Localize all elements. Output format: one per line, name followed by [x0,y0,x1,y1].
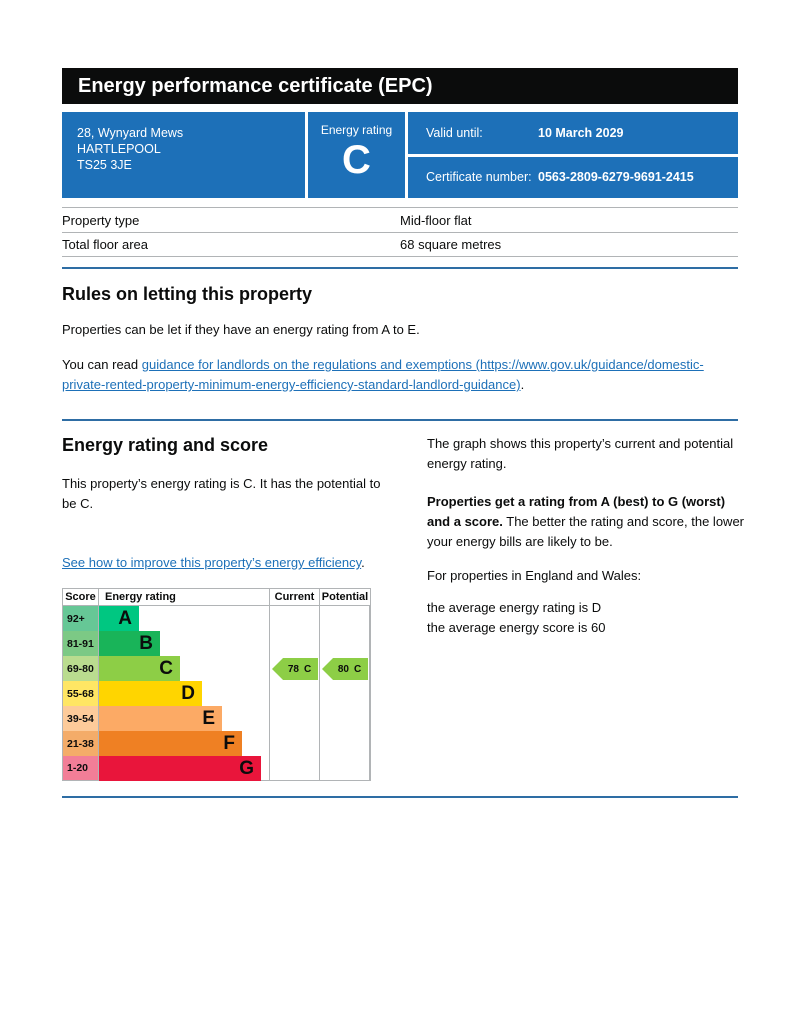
column-header-energy-rating: Energy rating [99,589,270,606]
section-divider [62,267,738,269]
current-cell [270,606,320,631]
certificate-number-value: 0563-2809-6279-9691-2415 [538,170,694,185]
current-cell [270,731,320,756]
chart-grid: Score Energy rating Current Potential 92… [63,589,370,781]
band-bar-cell: D [99,681,270,706]
validity-column: Valid until: 10 March 2029 Certificate n… [408,112,738,198]
improve-suffix: . [361,555,365,570]
table-row: Property type Mid-floor flat [62,207,738,232]
band-bar-a: A [99,606,139,631]
valid-until-row: Valid until: 10 March 2029 [408,112,738,154]
band-bar-cell: A [99,606,270,631]
document-title: Energy performance certificate (EPC) [78,74,433,97]
band-bar-cell: G [99,756,270,781]
band-bar-c: C [99,656,180,681]
current-rating-arrow: 78 C [272,658,318,680]
column-header-score: Score [63,589,99,606]
band-bar-cell: E [99,706,270,731]
potential-cell [320,606,370,631]
property-type-value: Mid-floor flat [400,212,472,228]
current-cell [270,756,320,781]
table-row: Total floor area 68 square metres [62,232,738,257]
section-divider [62,419,738,421]
valid-until-label: Valid until: [426,125,483,140]
potential-cell [320,731,370,756]
band-score-cell: 1-20 [63,756,99,781]
floor-area-label: Total floor area [62,237,148,252]
column-header-current: Current [270,589,320,606]
landlord-guidance-link[interactable]: guidance for landlords on the regulation… [62,357,704,392]
rating-summary-paragraph: This property’s energy rating is C. It h… [62,476,381,511]
rating-explanation-rest: The better the rating and score, the low… [427,514,744,549]
energy-rating-chart: Score Energy rating Current Potential 92… [62,588,371,781]
band-bar-g: G [99,756,261,781]
band-bar-b: B [99,631,160,656]
certificate-number-label: Certificate number: [426,170,532,185]
potential-cell [320,681,370,706]
floor-area-value: 68 square metres [400,237,502,252]
document-title-bar: Energy performance certificate (EPC) [62,68,738,104]
band-score-cell: 55-68 [63,681,99,706]
current-cell [270,631,320,656]
potential-band: C [353,663,362,675]
band-score-cell: 21-38 [63,731,99,756]
energy-rating-box: Energy rating C [308,112,405,198]
band-score-cell: 39-54 [63,706,99,731]
current-score: 78 [287,663,299,675]
potential-cell [320,631,370,656]
valid-until-value: 10 March 2029 [538,125,624,140]
england-wales-paragraph: For properties in England and Wales: [427,568,642,583]
average-score-line: the average energy score is 60 [427,620,606,635]
potential-cell [320,756,370,781]
graph-intro-paragraph: The graph shows this property’s current … [427,436,734,471]
band-score-cell: 69-80 [63,656,99,681]
energy-rating-heading: Energy rating and score [62,435,269,455]
rules-heading: Rules on letting this property [62,284,313,304]
rating-explanation-paragraph: Properties get a rating from A (best) to… [427,492,745,552]
potential-cell [320,706,370,731]
improve-paragraph: See how to improve this property’s energ… [62,553,384,573]
band-bar-d: D [99,681,202,706]
address-line-2: HARTLEPOOL [77,142,161,156]
potential-score: 80 [337,663,349,675]
band-score-cell: 92+ [63,606,99,631]
section-divider [62,796,738,798]
address-line-1: 28, Wynyard Mews [77,126,184,140]
band-bar-cell: B [99,631,270,656]
rules-section: Rules on letting this property Propertie… [62,283,738,395]
band-bar-cell: C [99,656,270,681]
property-details-table: Property type Mid-floor flat Total floor… [62,207,738,257]
energy-rating-letter: C [342,138,371,182]
guidance-suffix: . [520,377,525,392]
current-cell [270,681,320,706]
property-type-label: Property type [62,212,140,228]
column-header-potential: Potential [320,589,370,606]
property-address-box: 28, Wynyard Mews HARTLEPOOL TS25 3JE [62,112,305,198]
averages-paragraph: the average energy rating is D the avera… [427,598,745,638]
improve-efficiency-link[interactable]: See how to improve this property’s energ… [62,555,362,570]
average-rating-line: the average energy rating is D [427,600,602,615]
band-bar-f: F [99,731,242,756]
address-line-3: TS25 3JE [77,158,132,172]
band-bar-e: E [99,706,222,731]
current-band: C [303,663,312,675]
certificate-number-row: Certificate number: 0563-2809-6279-9691-… [408,156,738,198]
energy-rating-label: Energy rating [320,123,393,137]
guidance-paragraph: You can read guidance for landlords on t… [62,355,738,395]
rating-explanation-bold: Properties get a rating from A (best) to… [427,494,726,529]
graph-explanation-column: The graph shows this property’s current … [427,434,745,638]
guidance-prefix: You can read [62,357,142,372]
certificate-summary-panel: 28, Wynyard Mews HARTLEPOOL TS25 3JE Ene… [62,112,738,198]
energy-rating-score-column: Energy rating and score This property’s … [62,434,384,573]
current-cell [270,706,320,731]
band-score-cell: 81-91 [63,631,99,656]
potential-rating-arrow: 80 C [322,658,368,680]
rules-paragraph: Properties can be let if they have an en… [62,322,420,337]
band-bar-cell: F [99,731,270,756]
